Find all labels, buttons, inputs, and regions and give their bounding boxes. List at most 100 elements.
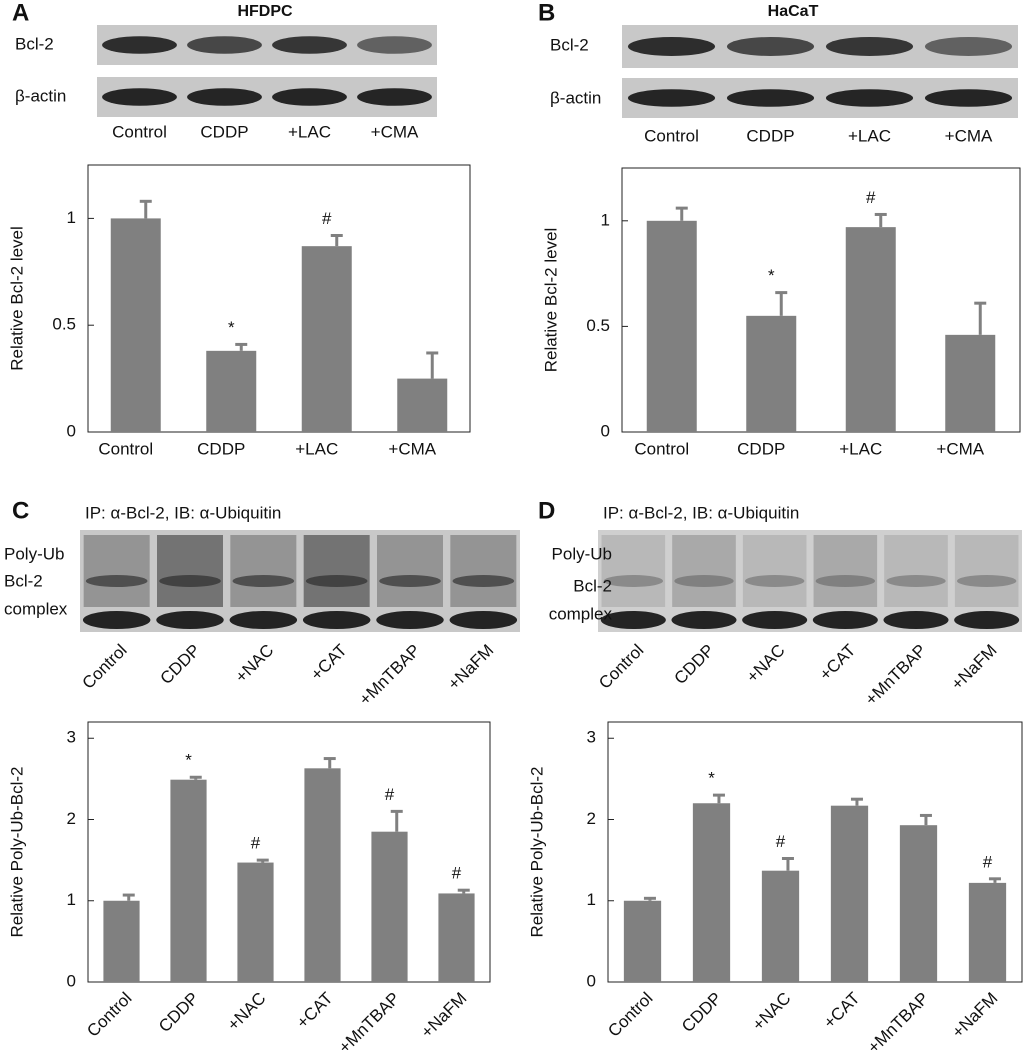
bar — [206, 350, 257, 432]
blot-band — [954, 611, 1020, 629]
bar — [830, 805, 869, 982]
blot-row-label: complex — [549, 604, 613, 623]
blot-band — [302, 611, 371, 629]
panel-letter: C — [12, 497, 29, 524]
y-tick-label: 1 — [587, 890, 596, 909]
y-tick-label: 2 — [67, 809, 76, 828]
x-tick-label: +CAT — [820, 989, 864, 1033]
blot-row-label: Bcl-2 — [15, 34, 54, 53]
blot-band — [82, 611, 151, 629]
blot-band — [956, 575, 1017, 587]
y-tick-label: 1 — [67, 890, 76, 909]
y-tick-label: 0 — [67, 421, 76, 440]
blot-caption: IP: α-Bcl-2, IB: α-Ubiquitin — [85, 503, 281, 522]
blot-band — [449, 611, 518, 629]
bar — [438, 893, 475, 982]
significance-mark: # — [251, 834, 261, 853]
lane-label: +MnTBAP — [355, 641, 424, 710]
blot-band — [825, 37, 914, 56]
blot-smear — [601, 535, 666, 607]
x-tick-label: Control — [604, 989, 656, 1041]
significance-mark: # — [776, 832, 786, 851]
x-tick-label: +CMA — [388, 439, 436, 458]
blot-row-label: Bcl-2 — [4, 571, 43, 590]
x-tick-label: +LAC — [839, 439, 882, 458]
blot-band — [726, 89, 815, 107]
blot-band — [305, 575, 368, 587]
bar — [304, 768, 341, 982]
lane-label: +CAT — [816, 641, 860, 685]
blot-row-label: Bcl-2 — [550, 35, 589, 54]
y-tick-label: 1 — [67, 208, 76, 227]
x-tick-label: CDDP — [678, 989, 725, 1036]
blot-band — [156, 611, 224, 629]
bar — [623, 900, 662, 982]
bar — [646, 220, 697, 432]
blot-band — [886, 575, 946, 587]
bar — [761, 870, 800, 982]
blot-band — [726, 37, 815, 56]
blot-band — [815, 575, 876, 587]
significance-mark: # — [983, 852, 993, 871]
lane-label: CDDP — [671, 641, 718, 688]
blot-smear — [884, 535, 948, 607]
blot-band — [452, 575, 515, 587]
y-tick-label: 0 — [601, 421, 610, 440]
blot-image — [80, 530, 520, 632]
blot-band — [357, 88, 432, 106]
significance-mark: * — [708, 769, 715, 788]
x-tick-label: +CMA — [936, 439, 984, 458]
x-tick-label: +NaFM — [948, 989, 1001, 1042]
lane-label: Control — [595, 641, 647, 693]
blot-band — [376, 611, 444, 629]
panel-letter: B — [538, 0, 555, 26]
blot-band — [924, 89, 1013, 107]
x-tick-label: Control — [634, 439, 689, 458]
y-tick-label: 0 — [587, 971, 596, 990]
blot-caption: IP: α-Bcl-2, IB: α-Ubiquitin — [603, 503, 799, 522]
y-tick-label: 0 — [67, 971, 76, 990]
x-tick-label: CDDP — [197, 439, 245, 458]
panel-letter: D — [538, 497, 555, 524]
blot-band — [924, 37, 1013, 56]
x-tick-label: CDDP — [155, 989, 202, 1036]
significance-mark: * — [228, 318, 235, 337]
bar — [692, 803, 731, 982]
bar — [103, 900, 140, 982]
x-tick-label: +MnTBAP — [335, 989, 404, 1050]
y-axis-label: Relative Bcl-2 level — [7, 226, 26, 371]
blot-row-label: complex — [4, 599, 68, 618]
x-tick-label: +LAC — [295, 439, 338, 458]
lane-label: +NaFM — [947, 641, 1000, 694]
blot-band — [229, 611, 298, 629]
blot-band — [627, 37, 716, 56]
significance-mark: # — [866, 188, 876, 207]
bar — [746, 315, 797, 432]
blot-band — [812, 611, 878, 629]
plot-frame — [621, 167, 1021, 433]
blot-image — [598, 530, 1022, 632]
significance-mark: * — [185, 751, 192, 770]
blot-band — [825, 89, 914, 107]
bar — [845, 227, 896, 432]
blot-row-label: Poly-Ub — [552, 544, 612, 563]
lane-label: +CAT — [307, 641, 351, 685]
blot-smear — [83, 535, 150, 607]
lane-label: +LAC — [848, 126, 891, 145]
blot-smear — [450, 535, 517, 607]
x-tick-label: +NAC — [224, 989, 270, 1035]
blot-smear — [742, 535, 807, 607]
lane-label: CDDP — [200, 122, 248, 141]
blot-band — [85, 575, 148, 587]
blot-band — [674, 575, 734, 587]
lane-label: +LAC — [288, 122, 331, 141]
bar — [371, 831, 408, 982]
y-axis-label: Relative Bcl-2 level — [541, 228, 560, 373]
blot-band — [627, 89, 716, 107]
blot-smear — [377, 535, 443, 607]
lane-label: +NAC — [743, 641, 789, 687]
bar — [237, 862, 274, 982]
bar — [170, 779, 207, 982]
lane-label: +CMA — [945, 126, 993, 145]
blot-band — [187, 88, 262, 106]
